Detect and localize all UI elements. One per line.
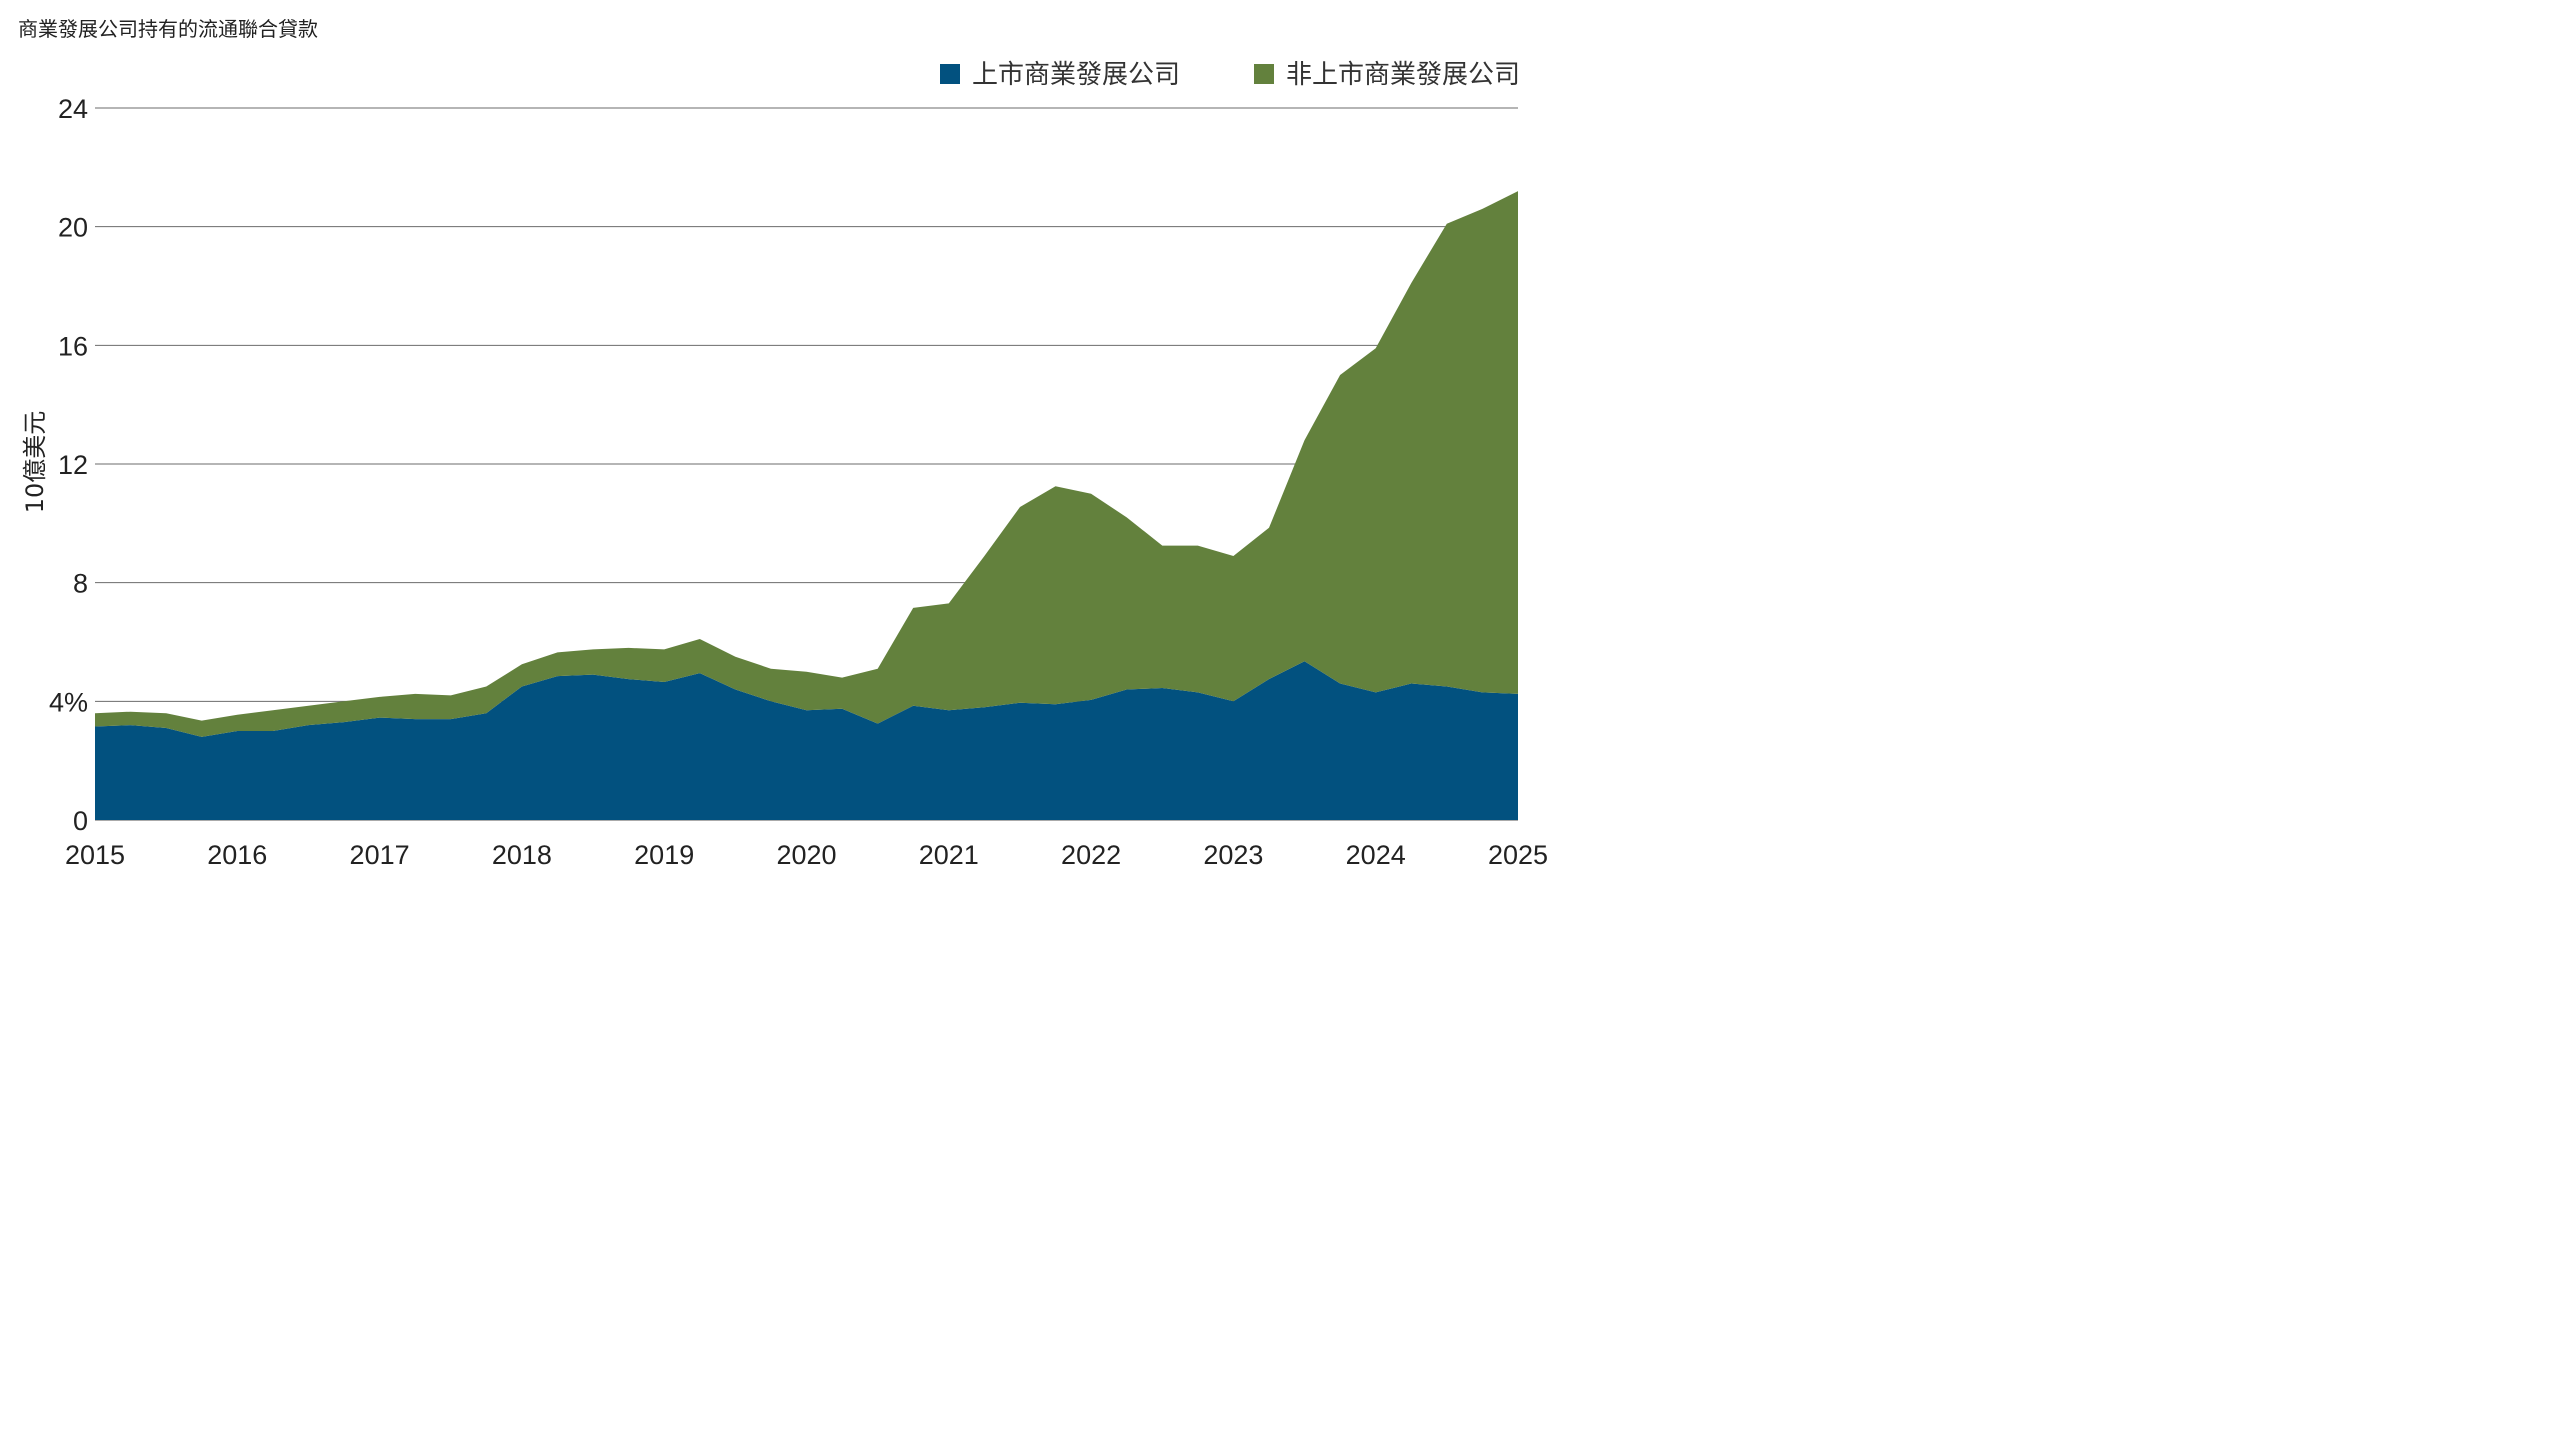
legend-swatch-nonlisted: [1254, 64, 1274, 84]
legend-label-listed: 上市商業發展公司: [972, 60, 1180, 90]
area-nonlisted-bdc: [95, 191, 1518, 737]
x-tick-label: 2017: [350, 840, 410, 870]
x-tick-label: 2015: [65, 840, 125, 870]
x-tick-label: 2022: [1061, 840, 1121, 870]
legend: 上市商業發展公司 非上市商業發展公司: [940, 60, 1520, 90]
x-tick-label: 2024: [1346, 840, 1406, 870]
y-tick-label: 4%: [49, 687, 88, 717]
area-listed-bdc: [95, 661, 1518, 820]
area-series: [95, 191, 1518, 820]
y-tick-label: 12: [58, 450, 88, 480]
y-tick-label: 8: [73, 569, 88, 599]
legend-swatch-listed: [940, 64, 960, 84]
x-tick-label: 2019: [634, 840, 694, 870]
gridlines: [95, 107, 1518, 821]
x-tick-label: 2016: [207, 840, 267, 870]
x-tick-label: 2025: [1488, 840, 1548, 870]
chart-title: 商業發展公司持有的流通聯合貸款: [18, 17, 318, 41]
legend-label-nonlisted: 非上市商業發展公司: [1286, 60, 1520, 90]
x-tick-label: 2021: [919, 840, 979, 870]
y-tick-label: 20: [58, 213, 88, 243]
y-tick-label: 16: [58, 331, 88, 361]
area-chart: 商業發展公司持有的流通聯合貸款 上市商業發展公司 非上市商業發展公司 0 4% 8 1…: [18, 17, 1548, 870]
x-tick-label: 2018: [492, 840, 552, 870]
y-tick-label: 0: [73, 806, 88, 836]
y-axis-label: 10億美元: [21, 411, 49, 514]
y-axis-ticks: 0 4% 8 12 16 20 24: [49, 94, 88, 836]
y-tick-label: 24: [58, 94, 88, 124]
x-axis-ticks: 2015 2016 2017 2018 2019 2020 2021 2022 2023 2024…: [65, 840, 1548, 870]
x-tick-label: 2023: [1203, 840, 1263, 870]
x-tick-label: 2020: [776, 840, 836, 870]
